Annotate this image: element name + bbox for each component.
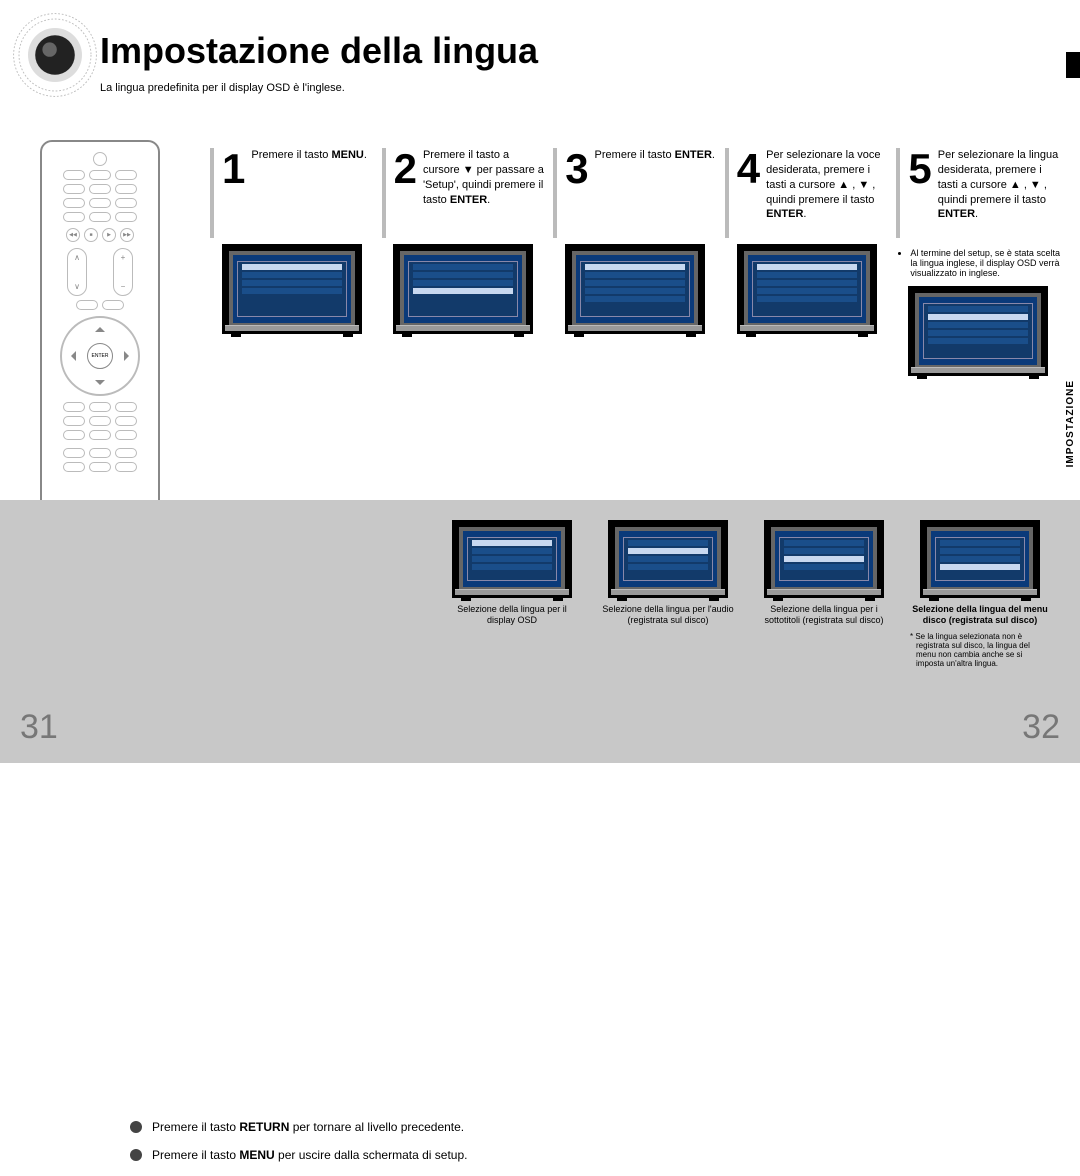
step-5: 5 Per selezionare la lingua desiderata, … bbox=[896, 148, 1060, 376]
hints: Premere il tasto RETURN per tornare al l… bbox=[130, 1120, 467, 1176]
step-number: 1 bbox=[222, 148, 245, 190]
step-number: 4 bbox=[737, 148, 760, 190]
step-3: 3 Premere il tasto ENTER. bbox=[553, 148, 717, 376]
step-text: Premere il tasto MENU. bbox=[251, 148, 367, 163]
hint-menu: Premere il tasto MENU per uscire dalla s… bbox=[130, 1148, 467, 1162]
tv-thumb bbox=[737, 244, 877, 334]
hint-text: Premere il tasto RETURN per tornare al l… bbox=[152, 1120, 464, 1134]
remote-dpad: ENTER bbox=[60, 316, 140, 396]
tv-thumb bbox=[393, 244, 533, 334]
step-2: 2 Premere il tasto a cursore ▼ per passa… bbox=[382, 148, 546, 376]
lower-band: Selezione della lingua per il display OS… bbox=[0, 500, 1080, 763]
lower-tv-row: Selezione della lingua per il display OS… bbox=[442, 520, 1050, 668]
tv-thumb bbox=[565, 244, 705, 334]
step-text: Premere il tasto ENTER. bbox=[595, 148, 715, 163]
tv-thumb bbox=[222, 244, 362, 334]
lower-col-1: Selezione della lingua per il display OS… bbox=[442, 520, 582, 668]
lower-col-4: Selezione della lingua del menu disco (r… bbox=[910, 520, 1050, 668]
page-subtitle: La lingua predefinita per il display OSD… bbox=[100, 82, 345, 94]
page-number-right: 32 bbox=[1022, 708, 1060, 747]
lower-col-2: Selezione della lingua per l'audio (regi… bbox=[598, 520, 738, 668]
remote-enter-button: ENTER bbox=[87, 343, 113, 369]
step-text: Per selezionare la lingua desiderata, pr… bbox=[938, 148, 1060, 222]
tv-thumb bbox=[908, 286, 1048, 376]
speaker-logo-icon bbox=[10, 10, 100, 100]
bullet-icon bbox=[130, 1149, 142, 1161]
step-number: 3 bbox=[565, 148, 588, 190]
step-text: Per selezionare la voce desiderata, prem… bbox=[766, 148, 888, 222]
caption: Selezione della lingua del menu disco (r… bbox=[910, 604, 1050, 626]
caption: Selezione della lingua per il display OS… bbox=[442, 604, 582, 626]
step-4: 4 Per selezionare la voce desiderata, pr… bbox=[725, 148, 889, 376]
hint-return: Premere il tasto RETURN per tornare al l… bbox=[130, 1120, 467, 1134]
steps-row: 1 Premere il tasto MENU. 2 Premere il ta… bbox=[210, 148, 1060, 376]
hint-text: Premere il tasto MENU per uscire dalla s… bbox=[152, 1148, 467, 1162]
step-1: 1 Premere il tasto MENU. bbox=[210, 148, 374, 376]
section-side-tab: IMPOSTAZIONE bbox=[1065, 380, 1076, 467]
page-title: Impostazione della lingua bbox=[100, 30, 538, 72]
edge-marker bbox=[1066, 52, 1080, 78]
lower-col-3: Selezione della lingua per i sottotitoli… bbox=[754, 520, 894, 668]
footnote: Se la lingua selezionata non è registrat… bbox=[910, 632, 1050, 668]
step-5-note: Al termine del setup, se è stata scelta … bbox=[896, 248, 1060, 280]
step-text: Premere il tasto a cursore ▼ per passare… bbox=[423, 148, 545, 207]
step-number: 5 bbox=[908, 148, 931, 190]
step-number: 2 bbox=[394, 148, 417, 190]
page-number-left: 31 bbox=[20, 708, 58, 747]
bullet-icon bbox=[130, 1121, 142, 1133]
caption: Selezione della lingua per i sottotitoli… bbox=[754, 604, 894, 626]
caption: Selezione della lingua per l'audio (regi… bbox=[598, 604, 738, 626]
